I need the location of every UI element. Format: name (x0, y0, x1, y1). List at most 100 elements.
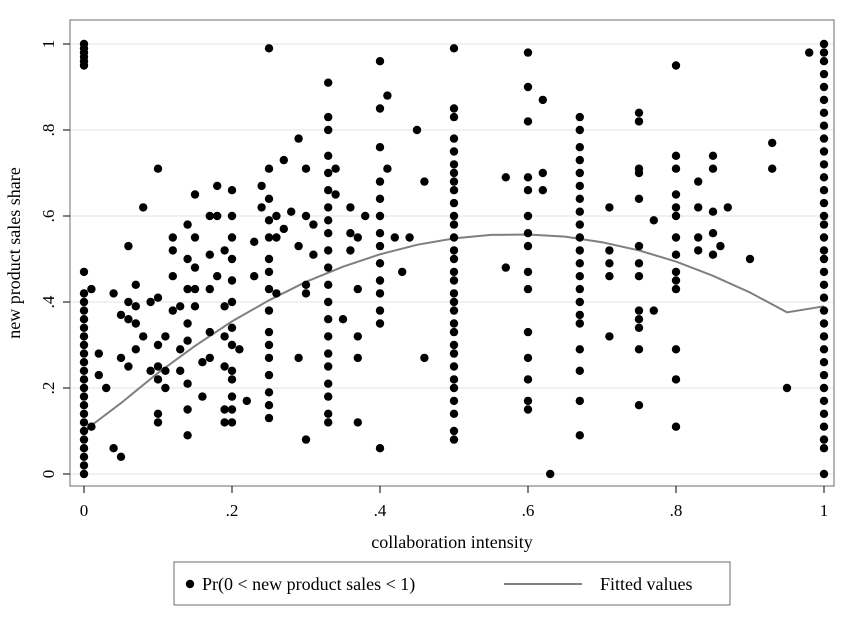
scatter-point-303 (671, 250, 681, 259)
scatter-point-300 (671, 203, 681, 212)
scatter-point-248 (523, 375, 533, 384)
scatter-point-308 (671, 375, 681, 384)
scatter-point-153 (324, 186, 333, 195)
scatter-point-238 (523, 117, 533, 126)
scatter-point-120 (264, 233, 274, 242)
scatter-point-272 (575, 345, 584, 354)
scatter-point-212 (449, 198, 459, 208)
scatter-point-227 (449, 362, 459, 371)
scatter-point-57 (153, 418, 163, 427)
scatter-point-323 (768, 164, 777, 173)
scatter-point-21 (79, 289, 89, 298)
scatter-point-325 (805, 48, 814, 57)
scatter-point-217 (449, 254, 459, 264)
scatter-point-228 (449, 375, 459, 384)
scatter-point-254 (546, 469, 555, 479)
scatter-point-165 (324, 379, 333, 388)
scatter-point-270 (575, 310, 584, 320)
scatter-point-47 (139, 203, 148, 212)
scatter-point-77 (190, 233, 200, 242)
scatter-point-111 (242, 396, 251, 406)
scatter-point-268 (575, 284, 584, 294)
scatter-point-96 (220, 418, 229, 427)
scatter-point-157 (324, 246, 333, 255)
scatter-point-249 (523, 396, 533, 406)
scatter-point-273 (575, 366, 584, 375)
scatter-point-332 (819, 108, 829, 118)
scatter-point-67 (176, 302, 185, 311)
scatter-point-147 (309, 250, 318, 259)
scatter-point-359 (819, 444, 829, 453)
scatter-point-339 (819, 198, 829, 208)
y-axis-ticks: 0 .2 .4 .6 .8 1 (39, 40, 70, 478)
scatter-point-14 (79, 349, 89, 358)
scatter-point-31 (94, 349, 104, 358)
scatter-point-99 (227, 233, 237, 242)
scatter-point-321 (745, 254, 755, 264)
scatter-point-144 (301, 289, 311, 298)
y-tick-label-4: .8 (39, 124, 58, 137)
scatter-point-311 (694, 203, 703, 212)
scatter-point-59 (161, 383, 170, 393)
scatter-point-338 (819, 186, 829, 195)
scatter-point-41 (124, 241, 133, 251)
scatter-point-230 (449, 396, 459, 406)
scatter-point-119 (264, 216, 274, 225)
scatter-point-208 (449, 160, 459, 169)
scatter-point-55 (153, 375, 163, 384)
scatter-point-307 (671, 345, 681, 354)
scatter-point-280 (605, 332, 614, 341)
scatter-point-61 (168, 233, 177, 242)
scatter-point-358 (819, 435, 829, 444)
scatter-point-149 (324, 112, 333, 122)
scatter-point-315 (708, 164, 718, 173)
scatter-point-304 (671, 267, 681, 277)
scatter-point-175 (353, 233, 362, 242)
scatter-point-151 (324, 151, 333, 160)
scatter-point-278 (605, 259, 614, 268)
scatter-point-44 (131, 302, 140, 311)
scatter-points (79, 39, 829, 479)
scatter-point-71 (183, 319, 192, 328)
scatter-point-88 (213, 211, 222, 221)
scatter-point-241 (523, 211, 533, 221)
scatter-point-219 (449, 276, 459, 285)
scatter-point-154 (324, 203, 333, 212)
scatter-point-63 (168, 272, 177, 281)
scatter-point-220 (449, 289, 459, 298)
scatter-point-35 (109, 289, 118, 298)
scatter-point-133 (272, 233, 281, 242)
scatter-point-125 (264, 327, 274, 337)
scatter-point-360 (819, 469, 829, 479)
scatter-point-180 (361, 211, 370, 221)
scatter-point-87 (205, 353, 214, 363)
scatter-point-43 (131, 319, 140, 328)
scatter-point-181 (375, 57, 385, 66)
scatter-point-89 (213, 181, 222, 191)
scatter-point-329 (819, 69, 829, 79)
scatter-point-331 (819, 95, 829, 105)
scatter-point-85 (205, 284, 214, 294)
scatter-point-324 (782, 383, 792, 393)
scatter-point-305 (671, 276, 681, 285)
scatter-point-342 (819, 233, 829, 242)
scatter-point-298 (671, 164, 681, 173)
scatter-point-159 (324, 280, 333, 289)
scatter-point-91 (220, 246, 229, 255)
x-tick-label-5: 1 (820, 501, 829, 520)
scatter-point-13 (79, 358, 89, 367)
scatter-point-122 (264, 267, 274, 277)
scatter-point-51 (153, 164, 163, 173)
scatter-point-348 (819, 306, 829, 315)
scatter-point-236 (523, 48, 533, 57)
scatter-point-174 (346, 246, 355, 255)
scatter-point-262 (575, 207, 584, 216)
scatter-point-128 (264, 370, 274, 380)
scatter-point-207 (449, 147, 459, 156)
scatter-point-246 (523, 327, 533, 337)
scatter-point-314 (708, 151, 718, 160)
scatter-point-135 (279, 155, 288, 165)
